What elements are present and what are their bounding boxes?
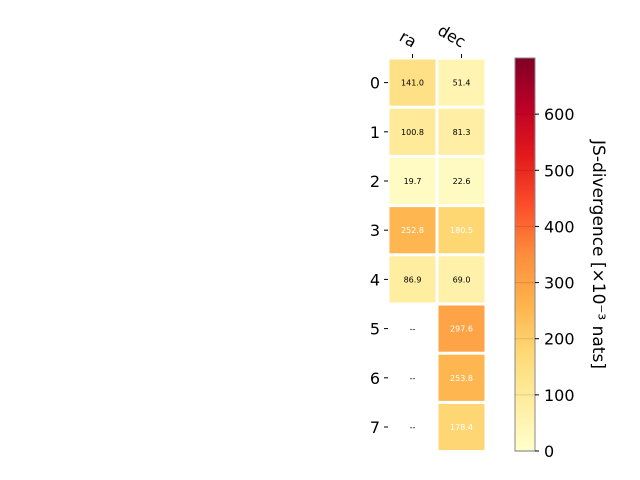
row-label: 2 bbox=[370, 172, 380, 191]
cell-value-label: 252.8 bbox=[401, 226, 424, 235]
row-label: 3 bbox=[370, 221, 380, 240]
colorbar-tick-label: 300 bbox=[544, 274, 575, 293]
row-label: 7 bbox=[370, 418, 380, 437]
cell-value-label: 180.5 bbox=[450, 226, 473, 235]
cell-value-label: 100.8 bbox=[401, 128, 424, 137]
row-label: 1 bbox=[370, 123, 380, 142]
heatmap-cell-r6-c1 bbox=[438, 354, 485, 401]
colorbar-gradient bbox=[514, 57, 536, 452]
column-label: dec bbox=[435, 21, 469, 52]
row-label: 5 bbox=[370, 320, 380, 339]
cell-value-label: 69.0 bbox=[453, 275, 471, 284]
cell-value-label: 19.7 bbox=[404, 177, 422, 186]
cell-value-label: 51.4 bbox=[453, 79, 471, 88]
cell-value-label: 86.9 bbox=[404, 275, 422, 284]
heatmap-cell-r1-c0 bbox=[389, 108, 436, 155]
cell-value-label: 178.4 bbox=[450, 423, 473, 432]
colorbar-tick-label: 100 bbox=[544, 386, 575, 405]
cell-value-label: -- bbox=[410, 374, 416, 383]
cell-value-label: 81.3 bbox=[453, 128, 471, 137]
cell-value-label: 253.8 bbox=[450, 374, 473, 383]
row-label: 4 bbox=[370, 270, 380, 289]
heatmap-cell-r2-c1 bbox=[438, 157, 485, 205]
heatmap-cell-r4-c0 bbox=[389, 256, 436, 303]
heatmap-cell-r3-c0 bbox=[389, 207, 436, 254]
cell-value-label: -- bbox=[410, 325, 416, 334]
row-label: 6 bbox=[370, 369, 380, 388]
heatmap-cell-r1-c1 bbox=[438, 108, 485, 155]
cell-value-label: 141.0 bbox=[401, 79, 424, 88]
row-labels: 0 1 2 3 4 5 6 7 bbox=[370, 74, 388, 437]
heatmap-cell-r0-c0 bbox=[389, 59, 436, 106]
row-label: 0 bbox=[370, 74, 380, 93]
column-labels: ra dec bbox=[396, 21, 469, 58]
column-label: ra bbox=[396, 27, 420, 52]
heatmap-cell-r0-c1 bbox=[438, 59, 485, 106]
cell-value-label: -- bbox=[410, 423, 416, 432]
heatmap-cell-r4-c1 bbox=[438, 256, 485, 303]
colorbar-tick-label: 200 bbox=[544, 330, 575, 349]
cell-value-label: 297.6 bbox=[450, 325, 473, 334]
heatmap-cell-r7-c1 bbox=[438, 403, 485, 451]
cell-value-label: 22.6 bbox=[453, 177, 471, 186]
colorbar: 0 100 200 300 400 500 600 JS-divergence [×10⁻³ … bbox=[514, 57, 608, 461]
colorbar-tick-label: 400 bbox=[544, 217, 575, 236]
heatmap-cell-r2-c0 bbox=[389, 157, 436, 205]
heatmap-cell-r5-c1 bbox=[438, 305, 485, 352]
colorbar-tick-label: 600 bbox=[544, 105, 575, 124]
heatmap-cell-r3-c1 bbox=[438, 207, 485, 254]
colorbar-tick-label: 0 bbox=[544, 442, 554, 461]
heatmap-grid: 141.0 51.4 100.8 81.3 19.7 22.6 252.8 180.5 86.9… bbox=[389, 59, 485, 451]
colorbar-tick-label: 500 bbox=[544, 161, 575, 180]
colorbar-label: JS-divergence [×10⁻³ nats] bbox=[588, 139, 608, 369]
